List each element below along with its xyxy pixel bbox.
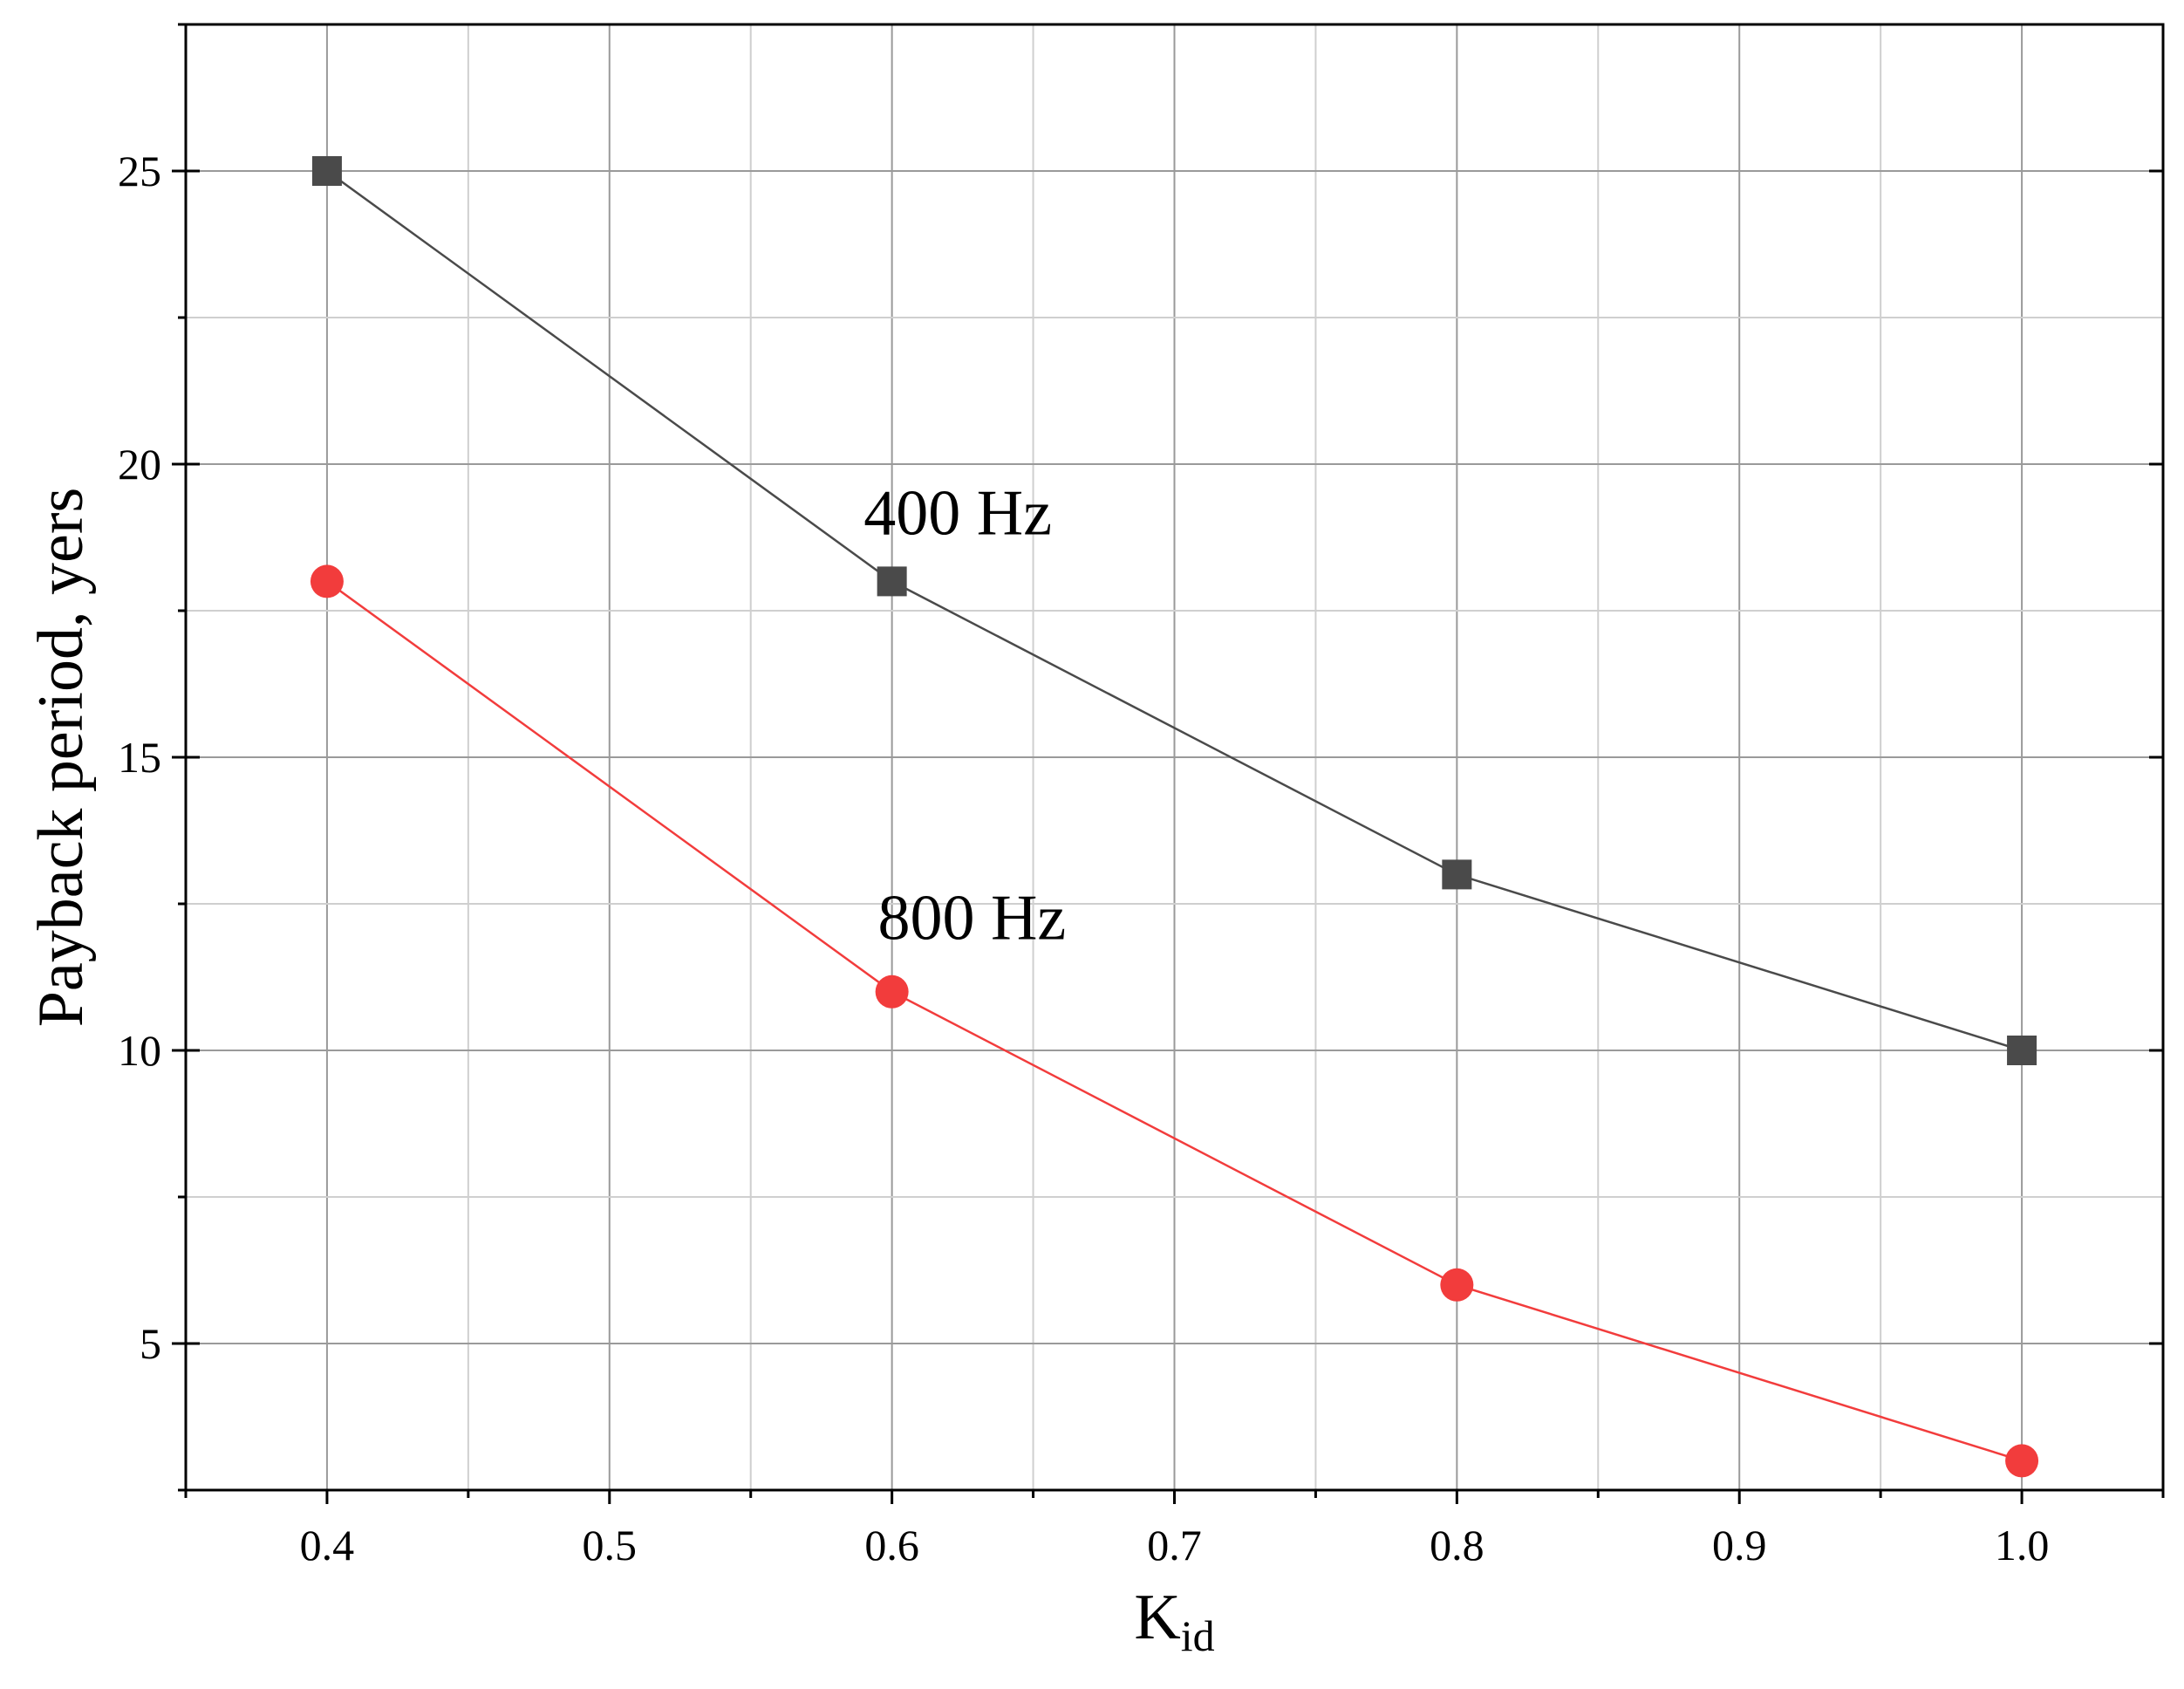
- series-1-point: [1442, 859, 1472, 890]
- series-1-point: [877, 566, 907, 597]
- series-2-point: [1440, 1268, 1474, 1302]
- series-layer: [310, 156, 2039, 1478]
- x-axis-title-main: K: [1134, 1582, 1180, 1653]
- series-annotation: 800 Hz: [877, 882, 1066, 954]
- annotations: 400 Hz 800 Hz: [863, 478, 1066, 954]
- x-axis-title: Kid: [1134, 1582, 1214, 1660]
- x-tick-label: 0.7: [1147, 1521, 1202, 1569]
- x-tick-label: 0.4: [300, 1521, 355, 1569]
- y-tick-label: 20: [118, 440, 161, 489]
- x-axis-title-subscript: id: [1181, 1611, 1215, 1660]
- x-tick-label: 0.8: [1430, 1521, 1484, 1569]
- x-tick-label: 0.6: [864, 1521, 919, 1569]
- series-2-line: [326, 580, 2023, 1462]
- y-tick-label: 15: [118, 733, 161, 782]
- series-2-point: [310, 564, 344, 598]
- grid: [186, 24, 2163, 1490]
- y-tick-label: 10: [118, 1026, 161, 1075]
- ticks: 0.4 0.5 0.6 0.7 0.8 0.9 1.0 5 10 15 20 25: [118, 23, 2165, 1569]
- series-1-point: [311, 156, 342, 186]
- plot-frame: [184, 23, 2165, 1492]
- x-tick-label: 1.0: [1995, 1521, 2050, 1569]
- series-1-point: [2007, 1036, 2037, 1065]
- x-tick-label: 0.5: [583, 1521, 638, 1569]
- x-tick-label: 0.9: [1712, 1521, 1767, 1569]
- y-tick-label: 5: [140, 1319, 161, 1368]
- series-annotation: 400 Hz: [863, 478, 1052, 550]
- y-axis-title: Payback period, yers: [25, 488, 97, 1028]
- series-2-point: [2005, 1444, 2039, 1478]
- series-1-line: [326, 169, 2023, 1052]
- series-2-point: [875, 974, 909, 1009]
- y-tick-label: 25: [118, 147, 161, 195]
